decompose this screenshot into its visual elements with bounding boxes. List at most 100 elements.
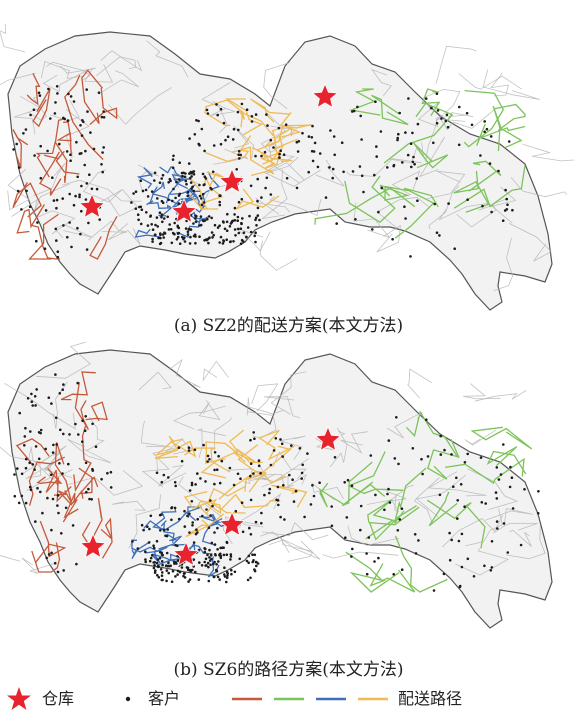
customer-point <box>146 525 149 528</box>
customer-point <box>200 203 204 207</box>
customer-point <box>30 400 34 403</box>
customer-point <box>189 568 192 572</box>
customer-point <box>67 92 70 96</box>
customer-point <box>156 225 159 228</box>
customer-point <box>59 428 62 432</box>
customer-point <box>435 121 439 125</box>
customer-point <box>157 576 161 579</box>
road <box>376 224 401 253</box>
customer-point <box>210 541 214 545</box>
customer-point <box>380 186 384 190</box>
customer-point <box>76 175 79 179</box>
customer-point <box>88 173 91 176</box>
customer-point <box>151 553 154 557</box>
customer-point <box>442 572 446 576</box>
customer-point <box>276 499 280 502</box>
customer-point <box>197 578 201 581</box>
customer-point <box>332 135 336 138</box>
customer-point <box>171 166 175 170</box>
customer-point <box>340 141 344 144</box>
customer-point <box>274 437 278 440</box>
land-outline <box>7 349 553 629</box>
customer-point <box>206 454 210 458</box>
customer-point <box>213 560 216 564</box>
customer-point <box>510 476 514 479</box>
delivery-route <box>235 188 280 210</box>
delivery-route <box>154 438 197 458</box>
road <box>61 179 142 202</box>
delivery-route <box>34 520 67 564</box>
customer-point <box>205 508 208 511</box>
customer-point <box>193 233 197 236</box>
road <box>247 411 277 439</box>
customer-point <box>102 110 105 113</box>
delivery-route <box>39 151 62 196</box>
customer-point <box>438 234 441 237</box>
customer-point <box>190 483 194 487</box>
customer-point <box>206 217 209 221</box>
delivery-route <box>81 497 103 547</box>
customer-point <box>22 132 25 135</box>
customer-point <box>183 236 186 240</box>
customer-point <box>174 543 177 547</box>
customer-point <box>495 497 499 500</box>
warehouse-star-icon <box>218 510 246 537</box>
customer-point <box>31 463 35 466</box>
customer-point <box>260 511 263 515</box>
customer-point <box>219 107 223 111</box>
customer-point <box>173 562 176 565</box>
customer-point <box>176 554 179 558</box>
customer-point <box>496 527 499 530</box>
customer-point <box>191 185 194 189</box>
delivery-route <box>204 99 244 127</box>
customer-point <box>47 396 51 399</box>
customer-point <box>457 539 461 543</box>
customer-point <box>39 428 43 432</box>
customer-point <box>167 181 170 184</box>
road <box>33 162 66 197</box>
road <box>251 383 279 412</box>
customer-point <box>78 195 81 199</box>
customer-point <box>497 478 501 481</box>
customer-point <box>307 170 311 174</box>
customer-point <box>247 554 251 558</box>
customer-point <box>149 514 153 518</box>
customer-point <box>509 465 512 469</box>
delivery-route <box>468 160 502 192</box>
customer-point <box>331 167 335 171</box>
legend-customer-label: 客户 <box>148 689 181 708</box>
customer-point <box>229 555 233 558</box>
delivery-route <box>204 441 239 464</box>
customer-point <box>102 116 106 119</box>
customer-point <box>495 466 499 469</box>
customer-point <box>218 578 221 581</box>
customer-point <box>401 161 404 164</box>
customer-point <box>49 117 52 120</box>
delivery-route <box>427 438 460 480</box>
road <box>370 68 392 96</box>
customer-point <box>223 227 227 231</box>
customer-point <box>272 449 276 452</box>
customer-point <box>216 575 220 579</box>
customer-point <box>60 532 63 535</box>
road <box>442 514 504 548</box>
caption-b: (b) SZ6的路径方案(本文方法) <box>173 660 404 680</box>
customer-point <box>354 218 357 221</box>
customer-point <box>164 534 167 537</box>
customer-point <box>281 455 285 458</box>
customer-point <box>79 232 82 236</box>
customer-point <box>189 181 193 184</box>
customer-point <box>62 569 65 572</box>
customer-point <box>254 218 257 222</box>
customer-point <box>81 440 84 443</box>
customer-point <box>222 221 225 224</box>
customer-point <box>239 477 242 480</box>
road <box>88 220 127 241</box>
customer-point <box>170 241 174 245</box>
customer-point <box>161 563 164 567</box>
customer-point <box>248 526 251 530</box>
customer-point <box>176 559 180 562</box>
customer-point <box>291 478 294 481</box>
customer-point <box>371 228 374 231</box>
customer-point <box>240 501 244 504</box>
